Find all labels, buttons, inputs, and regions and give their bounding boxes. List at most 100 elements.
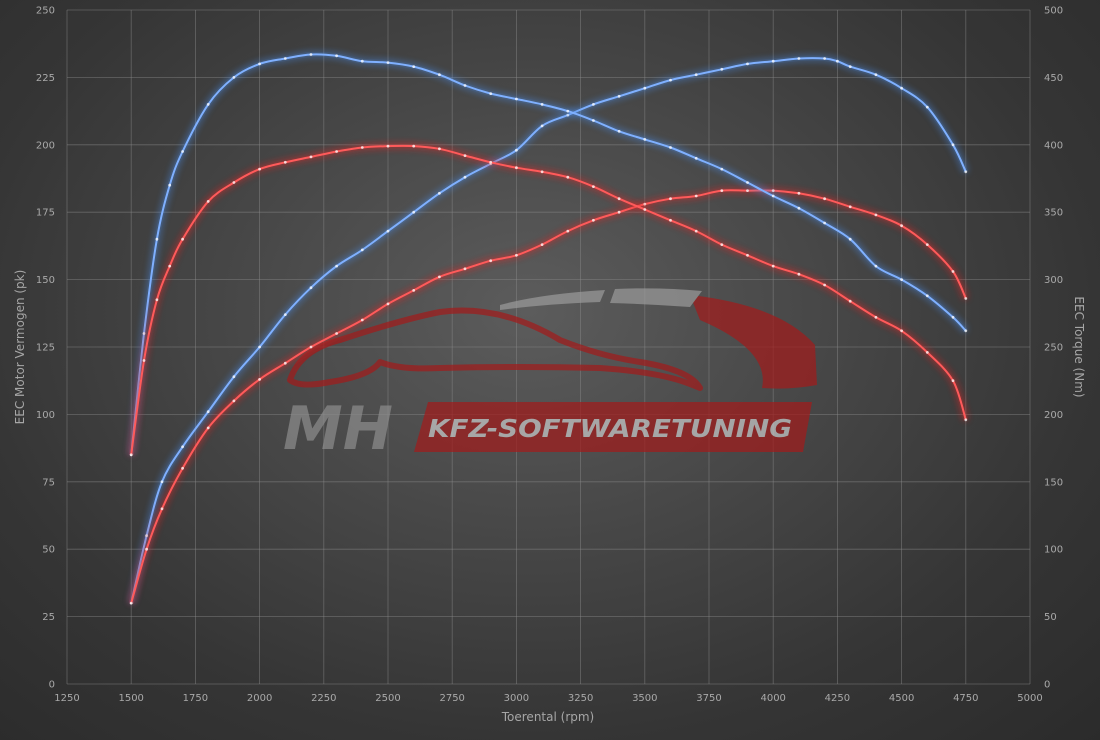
series-line	[130, 53, 967, 455]
data-point	[900, 86, 903, 90]
data-point	[181, 466, 185, 470]
data-point	[360, 146, 364, 149]
data-point	[283, 361, 287, 365]
data-point	[694, 73, 698, 77]
data-point	[694, 194, 698, 198]
data-point	[206, 426, 210, 430]
y-left-tick-label: 250	[36, 6, 55, 17]
x-tick-label: 3750	[696, 693, 721, 704]
data-point	[335, 150, 338, 153]
data-point	[823, 283, 826, 287]
data-point	[258, 167, 261, 171]
data-point	[360, 318, 364, 322]
data-point	[617, 94, 621, 98]
data-point	[438, 147, 441, 151]
x-tick-label: 1750	[183, 693, 208, 704]
data-point	[360, 59, 364, 63]
x-tick-label: 2750	[439, 693, 464, 704]
x-tick-label: 2500	[375, 693, 400, 704]
data-point	[566, 229, 570, 233]
y-right-tick-label: 450	[1044, 73, 1063, 84]
data-point	[258, 62, 261, 66]
data-point	[283, 160, 287, 164]
data-point	[925, 351, 929, 354]
data-point	[964, 297, 968, 300]
data-point	[540, 170, 544, 174]
data-point	[746, 189, 749, 193]
data-point	[951, 379, 955, 383]
data-point	[720, 67, 724, 71]
x-tick-label: 4250	[825, 693, 850, 704]
data-point	[643, 138, 647, 141]
data-point	[823, 197, 826, 201]
data-point	[836, 59, 839, 63]
data-point	[925, 105, 929, 109]
data-point	[643, 86, 647, 90]
data-point	[489, 259, 493, 263]
data-point	[694, 156, 698, 160]
data-point	[463, 154, 467, 158]
data-point	[566, 113, 570, 117]
x-tick-label: 5000	[1017, 693, 1042, 704]
y-left-tick-label: 50	[42, 545, 55, 556]
data-point	[900, 278, 903, 281]
series-glow	[128, 51, 968, 456]
data-point	[142, 359, 146, 362]
data-point	[155, 237, 159, 241]
y-right-tick-label: 350	[1044, 208, 1063, 219]
y-right-tick-label: 400	[1044, 140, 1063, 151]
x-tick-label: 4750	[953, 693, 978, 704]
data-point	[848, 65, 852, 68]
data-point	[463, 84, 467, 87]
data-point	[438, 73, 441, 77]
data-point	[925, 294, 929, 298]
data-point	[964, 329, 968, 333]
data-point	[951, 270, 955, 273]
data-point	[746, 62, 749, 66]
series-2	[128, 51, 968, 457]
data-point	[412, 210, 416, 214]
y-left-tick-label: 175	[36, 208, 55, 219]
data-point	[643, 208, 647, 211]
data-point	[386, 144, 390, 148]
data-point	[797, 206, 801, 210]
data-point	[720, 189, 724, 193]
data-point	[515, 148, 518, 152]
data-point	[168, 183, 172, 187]
data-point	[489, 160, 493, 164]
data-point	[566, 175, 570, 179]
y-axis-right-title: EEC Torque (Nm)	[1072, 296, 1086, 397]
y-right-tick-label: 500	[1044, 6, 1063, 17]
data-point	[566, 109, 570, 113]
data-point	[797, 191, 801, 195]
y-right-tick-label: 100	[1044, 545, 1063, 556]
y-left-tick-label: 100	[36, 410, 55, 421]
data-point	[145, 547, 149, 551]
data-point	[925, 243, 929, 247]
data-point	[848, 205, 852, 209]
watermark-logo: MH KFZ-SOFTWARETUNING	[283, 288, 817, 464]
data-point	[181, 237, 185, 241]
data-point	[160, 480, 164, 484]
data-point	[335, 264, 338, 268]
data-point	[386, 302, 390, 306]
x-tick-label: 3250	[568, 693, 593, 704]
data-point	[797, 57, 801, 60]
data-point	[669, 218, 672, 222]
data-point	[617, 197, 621, 201]
y-right-tick-label: 300	[1044, 275, 1063, 286]
data-point	[309, 345, 313, 349]
data-point	[771, 189, 775, 193]
data-point	[874, 73, 878, 77]
y-right-tick-label: 150	[1044, 477, 1063, 488]
data-point	[874, 264, 878, 268]
y-left-tick-label: 75	[42, 477, 55, 488]
y-right-tick-label: 200	[1044, 410, 1063, 421]
data-point	[617, 129, 621, 133]
watermark-tagline: KFZ-SOFTWARETUNING	[428, 414, 792, 443]
series-group	[128, 51, 969, 605]
data-point	[669, 78, 672, 82]
x-tick-label: 1250	[54, 693, 79, 704]
